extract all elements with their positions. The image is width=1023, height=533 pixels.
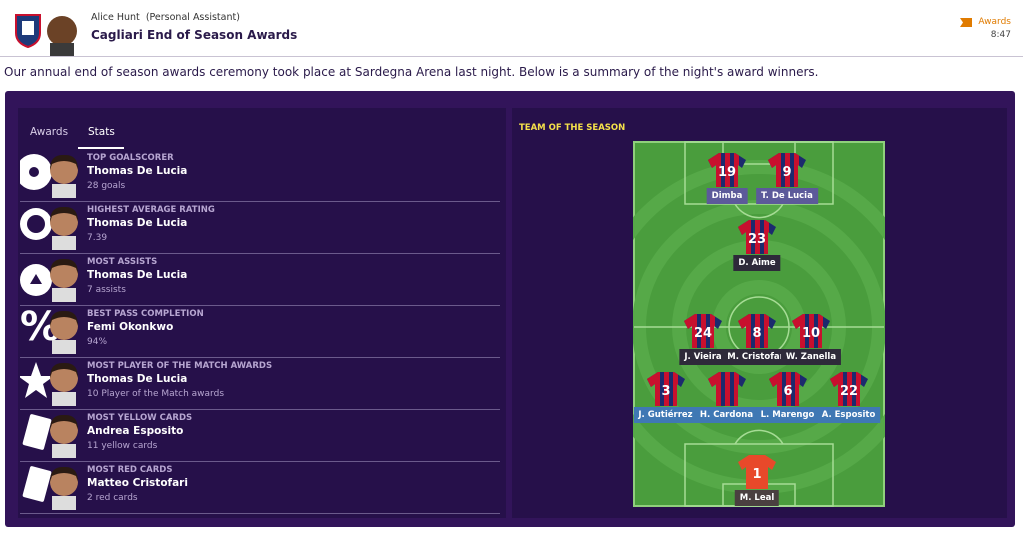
award-icon [22,466,78,510]
award-icon: % [20,306,78,354]
award-detail: 11 yellow cards [87,441,158,451]
tab-active[interactable]: Stats [88,126,115,138]
shirt-number: 3 [661,384,670,399]
award-detail: 7.39 [87,233,108,243]
shirt-number: 19 [718,165,736,180]
award-detail: 2 red cards [87,493,138,503]
player-name[interactable]: M. Leal [734,490,780,506]
award-category: MOST PLAYER OF THE MATCH AWARDS [87,361,273,371]
award-icon [20,206,78,250]
award-player: Matteo Cristofari [87,477,188,489]
award-row: MOST YELLOW CARDS Andrea Esposito 11 yello… [20,410,500,462]
award-category: HIGHEST AVERAGE RATING [87,205,215,215]
shirt-number: 9 [782,165,791,180]
intro-text: Our annual end of season awards ceremony… [4,65,819,79]
divider [0,56,1023,57]
shirt: 6 [768,372,807,406]
tab-underline [78,147,124,149]
player-name[interactable]: W. Zanella [780,349,842,365]
award-player: Thomas De Lucia [87,217,188,229]
player-name[interactable]: Dimba [706,188,748,204]
award-player: Andrea Esposito [87,425,184,437]
shirt-number: 8 [752,326,761,341]
award-detail: 94% [87,337,108,347]
award-player: Thomas De Lucia [87,269,188,281]
player-name[interactable]: J. Gutiérrez [633,407,698,423]
shirt: 22 [829,372,868,406]
sender-role: (Personal Assistant) [145,12,240,23]
award-category: TOP GOALSCORER [87,153,174,163]
message-tag[interactable]: Awards [978,17,1011,27]
award-icon [22,414,78,458]
award-category: MOST YELLOW CARDS [87,413,193,423]
shirt: 9 [768,153,806,187]
player-name[interactable]: H. Cardona [694,407,759,423]
award-icon [20,362,78,406]
award-category: MOST ASSISTS [87,257,158,267]
award-player: Thomas De Lucia [87,373,188,385]
header-icons [15,14,77,57]
message-title: Cagliari End of Season Awards [91,28,298,42]
player-name[interactable]: D. Aime [733,255,781,271]
shirt: 3 [646,372,685,406]
shirt-number: 1 [752,467,761,482]
player-name[interactable]: A. Esposito [816,407,881,423]
award-row: MOST PLAYER OF THE MATCH AWARDS Thomas De… [20,358,500,410]
shirt: 23 [738,220,776,254]
shirt: 1 [738,455,776,489]
award-icon [20,258,78,302]
award-detail: 7 assists [87,285,126,295]
award-row: MOST ASSISTS Thomas De Lucia 7 assists [20,254,500,306]
shirt: 10 [792,314,830,348]
award-category: MOST RED CARDS [87,465,173,475]
sender: Alice Hunt (Personal Assistant) [91,12,240,23]
player-name[interactable]: L. Marengo [755,407,820,423]
award-player: Femi Okonkwo [87,321,174,333]
award-player: Thomas De Lucia [87,165,188,177]
award-row: TOP GOALSCORER Thomas De Lucia 28 goals [20,150,500,202]
player-name[interactable]: M. Cristofari [722,349,792,365]
shirt-number: 24 [694,326,712,341]
shirt: 24 [684,314,722,348]
shirt: 8 [738,314,776,348]
tag-icon [960,18,972,27]
player-name[interactable]: T. De Lucia [756,188,818,204]
sender-name: Alice Hunt [91,12,140,23]
award-row: HIGHEST AVERAGE RATING Thomas De Lucia 7.3… [20,202,500,254]
award-category: BEST PASS COMPLETION [87,309,204,319]
award-row: MOST RED CARDS Matteo Cristofari 2 red car… [20,462,500,514]
message-time: 8:47 [990,30,1011,40]
shirt-number: 10 [802,326,820,341]
team-title: TEAM OF THE SEASON [519,123,626,133]
tab[interactable]: Awards [30,126,69,138]
awards-panel [18,108,506,518]
shirt [707,372,746,406]
shirt-number: 23 [748,232,766,247]
award-icon [20,154,78,198]
award-detail: 10 Player of the Match awards [87,389,225,399]
shirt-number: 22 [839,384,857,399]
shirt-number: 6 [783,384,792,399]
shirt: 19 [708,153,746,187]
award-row: % BEST PASS COMPLETION Femi Okonkwo 94% [20,306,500,358]
player-name[interactable]: J. Vieira [679,349,727,365]
award-detail: 28 goals [87,181,126,191]
